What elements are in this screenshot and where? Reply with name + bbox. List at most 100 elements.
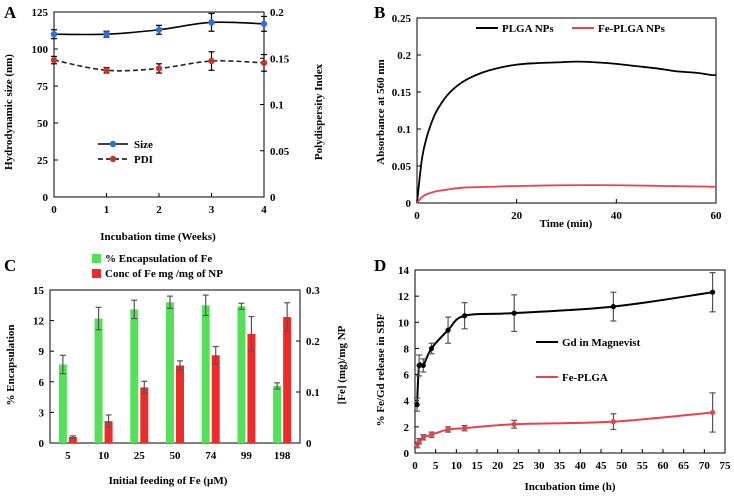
panel-d-point-0 (462, 313, 468, 319)
panel-c-ytick-label: 15 (33, 285, 45, 297)
panel-c-bar-encapsulation (237, 306, 246, 443)
panel-a-pdi-point (155, 65, 163, 72)
panel-c-bar-encapsulation (201, 305, 210, 443)
panel-d-ytick-label: 6 (404, 370, 410, 382)
panel-b-ytick-label: 0.25 (392, 13, 412, 25)
panel-c-label: C (4, 256, 16, 275)
panel-d-xtick-label: 20 (492, 460, 504, 472)
panel-a-ytick-label: 0 (43, 192, 49, 204)
panel-a-legend-label-pdi: PDI (134, 154, 153, 166)
panel-d-xtick-label: 70 (699, 460, 711, 472)
panel-b-xtick-label: 20 (511, 210, 523, 222)
panel-a-pdi-point (260, 59, 268, 67)
panel-b-label: B (374, 3, 385, 22)
panel-d-xtick-label: 10 (451, 460, 463, 472)
panel-d-point-1 (445, 426, 451, 433)
panel-d-ytick-label: 10 (398, 317, 410, 329)
panel-c-bar-encapsulation (94, 318, 103, 443)
panel-d-xtick-label: 40 (575, 460, 587, 472)
panel-d-xtick-label: 65 (678, 460, 690, 472)
panel-a-ytick-label: 50 (37, 118, 49, 130)
panel-c-legend-swatch-1 (92, 269, 101, 278)
panel-a-size-point (208, 19, 215, 26)
panel-b-ylabel: Absorbance at 560 nm (375, 59, 387, 164)
panel-c-bar-conc (211, 355, 220, 443)
panel-c-bar-conc (247, 333, 256, 443)
panel-a-ytick-label: 75 (37, 81, 49, 93)
panel-a-xtick-label: 4 (261, 204, 267, 216)
panel-a-pdi-point (103, 67, 110, 74)
panel-a-xtick-label: 0 (51, 204, 57, 216)
panel-d-point-0 (416, 362, 422, 369)
panel-b-ytick-label: 0 (406, 198, 412, 210)
panel-d-point-0 (428, 345, 435, 352)
panel-c-y2label: [Fe] (mg)/mg NP (336, 325, 348, 404)
panel-a-plot-frame (53, 11, 265, 198)
panel-a-ytick-label: 100 (32, 44, 49, 56)
panel-c-ytick-label: 3 (39, 407, 45, 419)
panel-a-size-point (103, 31, 110, 38)
panel-a-size-point (50, 31, 58, 38)
panel-b-ytick-label: 0.1 (397, 124, 411, 136)
panel-d-legend-label-1: Fe-PLGA (562, 372, 608, 384)
panel-a-y2tick-label: 0.05 (270, 146, 290, 158)
panel-a-ytick-label: 25 (37, 155, 49, 167)
panel-a-y2tick-label: 0 (270, 192, 276, 204)
panel-c-ytick-label: 12 (33, 316, 45, 328)
panel-c-ylabel: % Encapsulation (5, 325, 17, 406)
panel-d-series-line-1 (416, 411, 713, 446)
panel-d-xtick-label: 55 (637, 460, 649, 472)
panel-b-legend-label-0: PLGA NPs (502, 23, 554, 35)
panel-d-point-1 (610, 419, 617, 425)
panel-a-y2tick-label: 0.2 (270, 7, 284, 19)
panel-d-ytick-label: 8 (404, 343, 410, 355)
panel-c-ytick-label: 6 (39, 377, 45, 389)
panel-c-ytick-label: 0 (39, 438, 45, 450)
panel-a-xtick-label: 2 (156, 204, 162, 216)
panel-a-ytick-label: 125 (32, 7, 49, 19)
panel-d-ytick-label: 2 (404, 422, 410, 434)
panel-b-series-line-1 (416, 184, 717, 204)
panel-c-bar-conc (283, 317, 292, 443)
panel-d-point-0 (610, 304, 617, 310)
panel-b-legend-label-1: Fe-PLGA NPs (598, 23, 666, 35)
panel-a-xtick-label: 1 (104, 204, 110, 216)
panel-a-legend-marker-pdi (109, 155, 117, 163)
panel-d-ytick-label: 4 (404, 396, 410, 408)
panel-c: C Initial feeding of Fe (µM) % Encapsula… (4, 253, 348, 487)
panel-b-ytick-label: 0.15 (392, 87, 412, 99)
panel-d-xtick-label: 5 (433, 460, 439, 472)
panel-d: D Incubation time (h) % Fe/Gd release in… (374, 256, 731, 493)
panel-c-y2tick-label: 0.1 (306, 387, 320, 399)
panel-c-bar-conc (176, 365, 184, 443)
panel-d-point-0 (445, 327, 451, 333)
panel-b-series-line-0 (416, 60, 717, 204)
panel-d-label: D (374, 256, 386, 275)
panel-c-category-label: 198 (274, 450, 291, 462)
panel-c-category-label: 5 (65, 450, 71, 462)
panel-d-point-0 (710, 289, 716, 295)
panel-d-xtick-label: 25 (513, 460, 525, 472)
panel-d-ytick-label: 14 (398, 265, 410, 277)
panel-c-category-label: 50 (170, 450, 182, 462)
panel-c-category-label: 10 (98, 450, 110, 462)
panel-d-plot-frame (414, 269, 726, 454)
panel-d-point-1 (511, 421, 517, 427)
panel-c-y2tick-label: 0.3 (306, 285, 320, 297)
panel-c-legend-swatch-0 (92, 254, 101, 263)
panel-c-bar-encapsulation (58, 364, 67, 443)
panel-c-bar-conc (140, 387, 149, 443)
panel-a-legend-marker-size (109, 140, 117, 148)
panel-a-ylabel: Hydrodynamic size (nm) (3, 54, 15, 170)
panel-d-xtick-label: 0 (412, 460, 418, 472)
panel-c-y2tick-label: 0.2 (306, 336, 320, 348)
panel-d-point-0 (420, 362, 426, 369)
panel-d-legend-label-0: Gd in Magnevist (562, 337, 641, 349)
panel-d-xtick-label: 50 (616, 460, 628, 472)
panel-c-category-label: 25 (134, 450, 146, 462)
panel-d-xtick-label: 30 (534, 460, 546, 472)
panel-a-label: A (4, 3, 17, 22)
panel-d-ylabel: % Fe/Gd release in SBF (375, 313, 387, 426)
panel-b-ytick-label: 0.05 (392, 161, 412, 173)
